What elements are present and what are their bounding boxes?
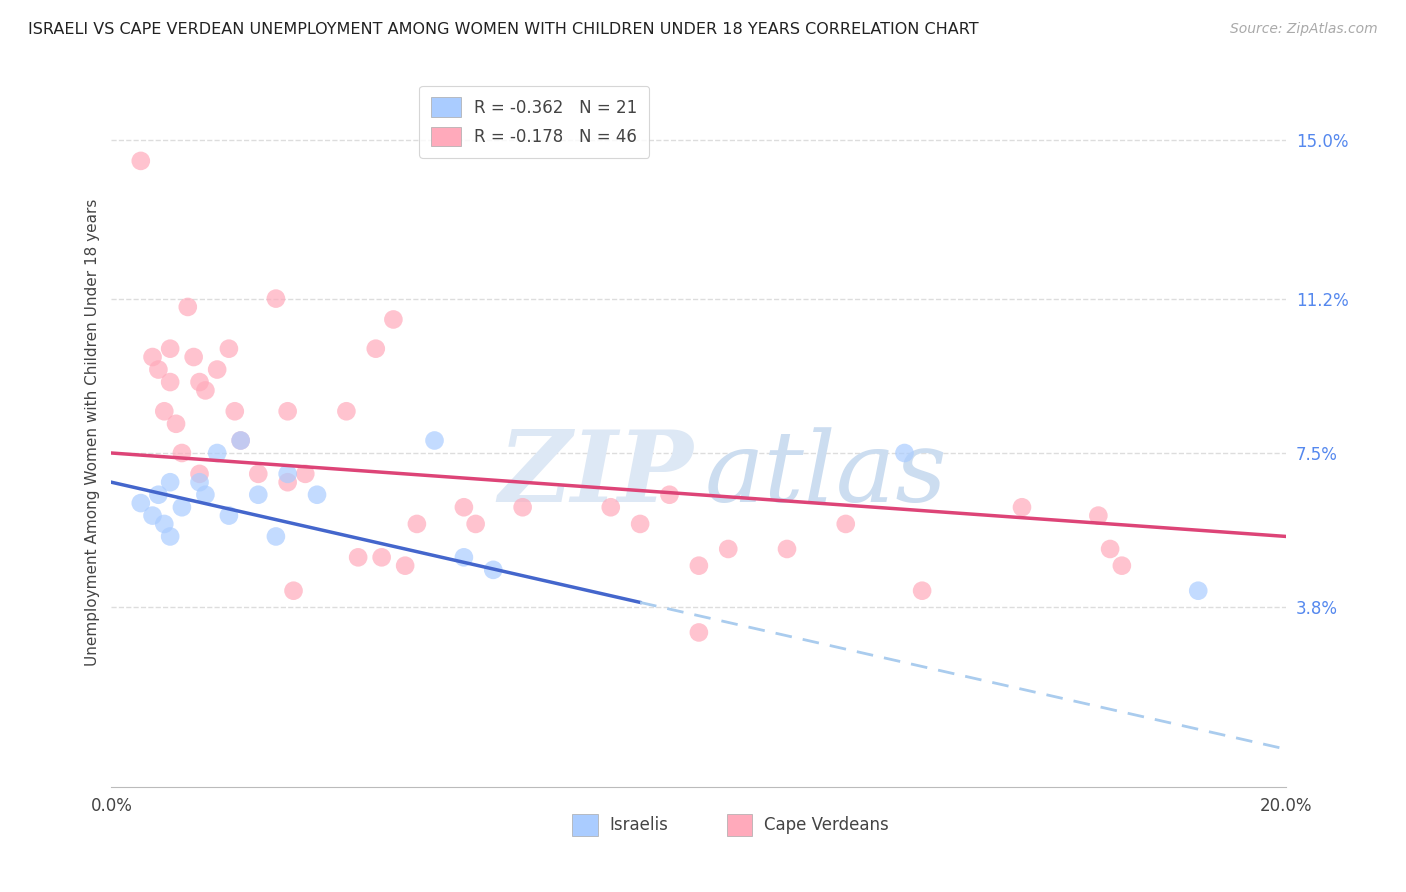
Point [159, 529, 181, 543]
Point [264, 529, 287, 543]
Point [599, 500, 621, 515]
Point [364, 342, 387, 356]
Point [141, 508, 163, 523]
Point [294, 467, 316, 481]
Point [688, 558, 710, 573]
Point [194, 384, 217, 398]
Point [688, 625, 710, 640]
Legend: R = -0.362   N = 21, R = -0.178   N = 46: R = -0.362 N = 21, R = -0.178 N = 46 [419, 86, 650, 158]
Point [159, 342, 181, 356]
Text: Israelis: Israelis [609, 816, 668, 834]
Point [1011, 500, 1033, 515]
Text: atlas: atlas [704, 427, 948, 523]
Point [1111, 558, 1133, 573]
Point [277, 475, 299, 490]
Point [148, 362, 170, 376]
Point [170, 446, 193, 460]
Point [512, 500, 534, 515]
Text: Source: ZipAtlas.com: Source: ZipAtlas.com [1230, 22, 1378, 37]
Point [277, 467, 299, 481]
Point [188, 467, 211, 481]
Point [305, 488, 328, 502]
Point [224, 404, 246, 418]
Point [277, 404, 299, 418]
Point [205, 362, 228, 376]
Point [717, 541, 740, 556]
Point [1087, 508, 1109, 523]
Point [129, 153, 152, 168]
Point [1099, 541, 1122, 556]
Point [159, 375, 181, 389]
Point [183, 350, 205, 364]
Point [335, 404, 357, 418]
Text: ISRAELI VS CAPE VERDEAN UNEMPLOYMENT AMONG WOMEN WITH CHILDREN UNDER 18 YEARS CO: ISRAELI VS CAPE VERDEAN UNEMPLOYMENT AMO… [28, 22, 979, 37]
Point [141, 350, 163, 364]
Text: ZIP: ZIP [498, 426, 693, 523]
Point [283, 583, 305, 598]
Point [218, 342, 240, 356]
Point [229, 434, 252, 448]
Point [264, 292, 287, 306]
Point [177, 300, 200, 314]
Point [776, 541, 799, 556]
Point [129, 496, 152, 510]
Point [482, 563, 505, 577]
Point [247, 488, 270, 502]
Point [1187, 583, 1209, 598]
Point [229, 434, 252, 448]
Point [423, 434, 446, 448]
Point [153, 516, 176, 531]
Point [453, 550, 475, 565]
Point [188, 375, 211, 389]
Point [247, 467, 270, 481]
Point [170, 500, 193, 515]
Point [347, 550, 370, 565]
Point [406, 516, 429, 531]
Point [394, 558, 416, 573]
Point [188, 475, 211, 490]
Point [382, 312, 405, 326]
Point [628, 516, 651, 531]
Point [205, 446, 228, 460]
Point [893, 446, 915, 460]
Point [911, 583, 934, 598]
Point [165, 417, 187, 431]
Point [194, 488, 217, 502]
Point [658, 488, 681, 502]
Text: Cape Verdeans: Cape Verdeans [763, 816, 889, 834]
Point [153, 404, 176, 418]
Point [453, 500, 475, 515]
Point [218, 508, 240, 523]
Point [159, 475, 181, 490]
Point [464, 516, 486, 531]
Point [370, 550, 392, 565]
Point [148, 488, 170, 502]
Point [835, 516, 858, 531]
Y-axis label: Unemployment Among Women with Children Under 18 years: Unemployment Among Women with Children U… [86, 198, 100, 665]
